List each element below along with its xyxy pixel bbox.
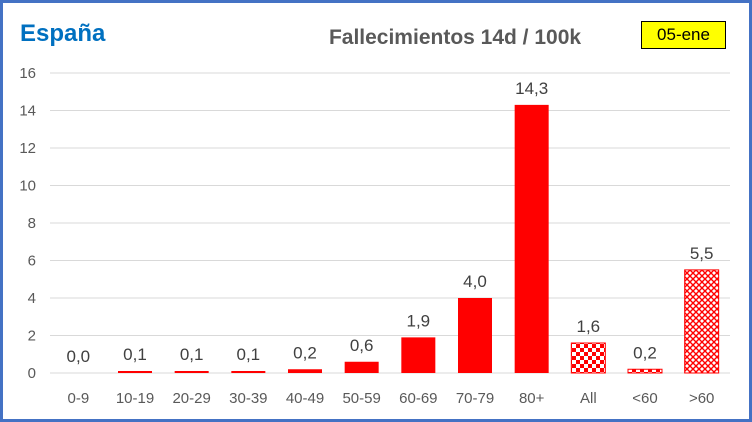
data-label: 1,6: [577, 317, 601, 336]
x-tick-label: 40-49: [286, 390, 324, 407]
bar->60: [684, 269, 720, 374]
bar-30-39: [231, 371, 266, 373]
x-tick-label: 10-19: [116, 390, 154, 407]
y-tick-label: 8: [28, 215, 36, 232]
bar-80+: [514, 104, 549, 373]
data-label: 0,2: [633, 343, 657, 362]
x-tick-label: 30-39: [229, 390, 267, 407]
x-tick-label: 0-9: [67, 390, 89, 407]
x-tick-label: All: [580, 390, 597, 407]
y-tick-label: 10: [19, 178, 36, 195]
data-label: 0,1: [123, 345, 147, 364]
data-label: 0,1: [237, 345, 261, 364]
data-label: 0,6: [350, 336, 374, 355]
data-label: 0,2: [293, 343, 317, 362]
bar-All: [570, 342, 606, 374]
x-tick-label: 80+: [519, 390, 545, 407]
x-tick-label: <60: [632, 390, 657, 407]
bar-50-59: [344, 361, 379, 373]
y-tick-label: 16: [19, 65, 36, 82]
bar-60-69: [401, 337, 436, 373]
bar-10-19: [118, 371, 152, 373]
data-label: 0,0: [67, 347, 91, 366]
y-tick-label: 4: [28, 290, 36, 307]
y-tick-label: 12: [19, 140, 36, 157]
data-label: 14,3: [515, 79, 548, 98]
x-tick-label: 20-29: [172, 390, 210, 407]
y-tick-label: 0: [28, 365, 36, 382]
x-tick-label: 70-79: [456, 390, 494, 407]
x-tick-label: 50-59: [342, 390, 380, 407]
data-label: 4,0: [463, 272, 487, 291]
bar-70-79: [458, 298, 492, 373]
data-label: 1,9: [407, 311, 431, 330]
bar-<60: [627, 368, 663, 374]
data-label: 5,5: [690, 244, 714, 263]
x-tick-label: 60-69: [399, 390, 437, 407]
data-label: 0,1: [180, 345, 204, 364]
chart-title: Fallecimientos 14d / 100k: [328, 26, 582, 49]
x-tick-label: >60: [689, 390, 714, 407]
y-tick-label: 14: [19, 103, 36, 120]
bar-40-49: [288, 369, 322, 373]
region-label: España: [20, 20, 106, 47]
y-tick-label: 2: [28, 328, 36, 345]
date-badge: 05-ene: [641, 21, 726, 49]
bar-20-29: [174, 371, 209, 373]
y-tick-label: 6: [28, 253, 36, 270]
